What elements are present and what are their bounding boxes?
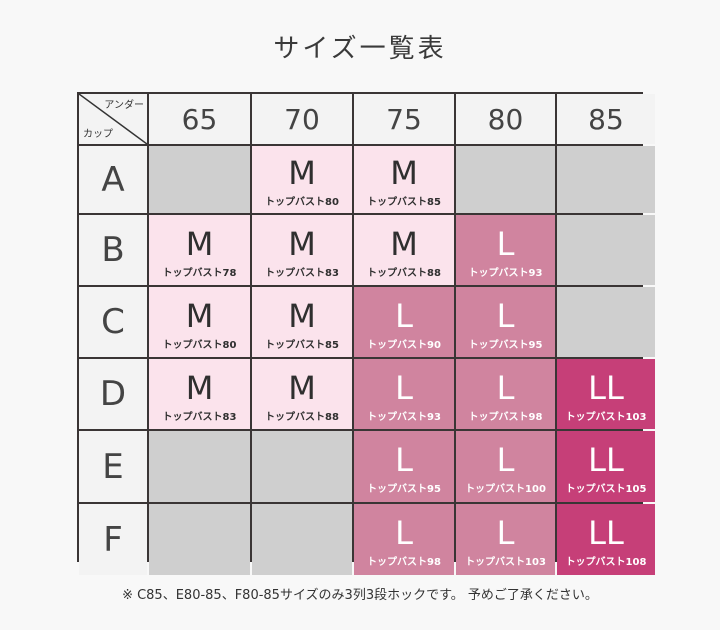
size-cell: L トップバスト100 bbox=[456, 431, 555, 502]
size-cell: LL トップバスト105 bbox=[557, 431, 655, 502]
size-label: L bbox=[496, 441, 515, 479]
size-cell: M トップバスト83 bbox=[252, 215, 352, 285]
top-bust-label: トップバスト83 bbox=[162, 411, 237, 423]
size-label: M bbox=[288, 296, 316, 335]
empty-cell bbox=[456, 146, 555, 213]
top-bust-label: トップバスト85 bbox=[367, 197, 441, 208]
size-label: M bbox=[288, 154, 316, 192]
size-cell: L トップバスト95 bbox=[456, 287, 555, 357]
empty-cell bbox=[557, 215, 655, 285]
top-bust-label: トップバスト80 bbox=[162, 339, 237, 351]
top-bust-label: トップバスト100 bbox=[465, 484, 546, 495]
under-size-header: 70 bbox=[252, 94, 352, 144]
size-table: アンダー カップ 65 70 75 80 85 A M トップバスト80 M トップバスト85 B M… bbox=[77, 92, 655, 575]
size-label: L bbox=[395, 296, 413, 335]
under-size-header: 80 bbox=[456, 94, 555, 144]
empty-cell bbox=[252, 431, 352, 502]
cup-size-header: F bbox=[79, 504, 147, 575]
empty-cell bbox=[557, 287, 655, 357]
empty-cell bbox=[149, 504, 250, 575]
size-label: LL bbox=[588, 368, 624, 407]
size-cell: L トップバスト93 bbox=[456, 215, 555, 285]
empty-cell bbox=[252, 504, 352, 575]
size-cell: LL トップバスト103 bbox=[557, 359, 655, 429]
top-bust-label: トップバスト108 bbox=[565, 557, 647, 568]
size-cell: M トップバスト80 bbox=[149, 287, 250, 357]
size-label: L bbox=[395, 514, 413, 552]
top-bust-label: トップバスト93 bbox=[367, 411, 441, 423]
page-title: サイズ一覧表 bbox=[273, 34, 447, 64]
top-bust-label: トップバスト88 bbox=[367, 267, 441, 279]
top-bust-label: トップバスト80 bbox=[265, 197, 339, 208]
size-cell: L トップバスト98 bbox=[456, 359, 555, 429]
size-cell: M トップバスト88 bbox=[252, 359, 352, 429]
under-size-header: 85 bbox=[557, 94, 655, 144]
size-label: M bbox=[288, 368, 316, 407]
size-cell: L トップバスト93 bbox=[354, 359, 454, 429]
empty-cell bbox=[149, 146, 250, 213]
under-size-header: 75 bbox=[354, 94, 454, 144]
size-label: M bbox=[185, 368, 214, 407]
top-bust-label: トップバスト88 bbox=[265, 411, 339, 423]
size-label: L bbox=[395, 441, 413, 479]
top-bust-label: トップバスト105 bbox=[565, 484, 647, 495]
cup-size-header: E bbox=[79, 431, 147, 502]
top-bust-label: トップバスト85 bbox=[265, 339, 339, 351]
size-label: M bbox=[185, 224, 214, 263]
under-size-header: 65 bbox=[149, 94, 250, 144]
size-label: L bbox=[496, 514, 515, 552]
top-bust-label: トップバスト103 bbox=[465, 557, 546, 568]
top-bust-label: トップバスト98 bbox=[367, 557, 441, 568]
size-label: L bbox=[496, 368, 515, 407]
top-bust-label: トップバスト95 bbox=[367, 484, 441, 495]
top-bust-label: トップバスト103 bbox=[565, 411, 647, 423]
top-bust-label: トップバスト83 bbox=[265, 267, 339, 279]
size-cell: M トップバスト83 bbox=[149, 359, 250, 429]
empty-cell bbox=[149, 431, 250, 502]
top-bust-label: トップバスト78 bbox=[162, 267, 237, 279]
cup-size-header: C bbox=[79, 287, 147, 357]
size-cell: M トップバスト85 bbox=[354, 146, 454, 213]
top-bust-label: トップバスト95 bbox=[468, 339, 543, 351]
top-bust-label: トップバスト98 bbox=[468, 411, 543, 423]
size-label: M bbox=[185, 296, 214, 335]
top-bust-label: トップバスト93 bbox=[468, 267, 543, 279]
size-cell: L トップバスト90 bbox=[354, 287, 454, 357]
cup-size-header: B bbox=[79, 215, 147, 285]
under-label: アンダー bbox=[104, 100, 144, 111]
footnote: ※ C85、E80-85、F80-85サイズのみ3列3段ホックです。 予めご了承… bbox=[122, 588, 598, 603]
size-label: L bbox=[395, 368, 413, 407]
size-label: LL bbox=[588, 441, 624, 479]
size-cell: M トップバスト78 bbox=[149, 215, 250, 285]
size-cell: M トップバスト85 bbox=[252, 287, 352, 357]
size-cell: L トップバスト95 bbox=[354, 431, 454, 502]
top-bust-label: トップバスト90 bbox=[367, 339, 441, 351]
cup-size-header: D bbox=[79, 359, 147, 429]
size-cell: M トップバスト80 bbox=[252, 146, 352, 213]
size-label: M bbox=[390, 154, 418, 192]
size-label: L bbox=[496, 296, 515, 335]
corner-header: アンダー カップ bbox=[79, 94, 147, 144]
cup-size-header: A bbox=[79, 146, 147, 213]
diagonal-line bbox=[79, 94, 147, 144]
empty-cell bbox=[557, 146, 655, 213]
size-cell: M トップバスト88 bbox=[354, 215, 454, 285]
size-label: L bbox=[496, 224, 515, 263]
cup-label: カップ bbox=[83, 129, 113, 140]
size-cell: L トップバスト103 bbox=[456, 504, 555, 575]
size-label: M bbox=[288, 224, 316, 263]
size-cell: LL トップバスト108 bbox=[557, 504, 655, 575]
size-cell: L トップバスト98 bbox=[354, 504, 454, 575]
size-label: M bbox=[390, 224, 418, 263]
size-label: LL bbox=[588, 514, 624, 552]
